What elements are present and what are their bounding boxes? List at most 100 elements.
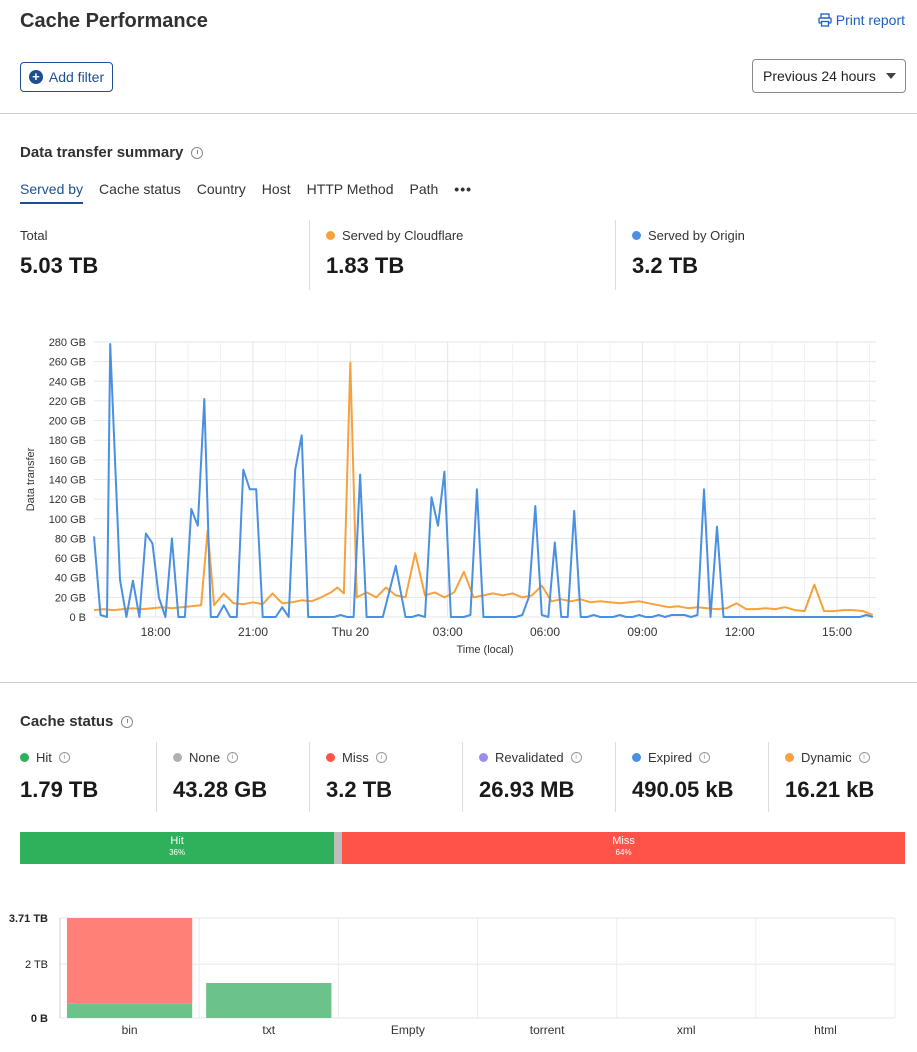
page-title: Cache Performance bbox=[20, 10, 208, 32]
y-tick-label: 260 GB bbox=[49, 357, 86, 369]
stat-divider bbox=[615, 220, 616, 290]
x-tick-label: torrent bbox=[530, 1023, 565, 1037]
add-filter-button[interactable]: + Add filter bbox=[20, 62, 113, 92]
printer-icon bbox=[818, 13, 832, 27]
stat-divider bbox=[615, 742, 616, 812]
time-range-select[interactable]: Previous 24 hours bbox=[752, 59, 906, 93]
stat-divider bbox=[309, 742, 310, 812]
print-report-label: Print report bbox=[835, 12, 905, 28]
x-tick-label: Thu 20 bbox=[332, 625, 370, 639]
x-tick-label: 15:00 bbox=[822, 625, 852, 639]
x-tick-label: html bbox=[814, 1023, 837, 1037]
y-tick-label: 120 GB bbox=[49, 494, 86, 506]
legend-dot-icon bbox=[632, 753, 641, 762]
stat-value: 1.79 TB bbox=[20, 777, 99, 802]
series-line-cloudflare bbox=[93, 361, 874, 616]
x-tick-label: 09:00 bbox=[627, 625, 657, 639]
info-icon[interactable]: i bbox=[375, 752, 387, 763]
cache-title: Cache status bbox=[20, 713, 114, 730]
legend-dot-icon bbox=[326, 753, 335, 762]
y-axis-label: Data transfer bbox=[25, 447, 37, 511]
x-tick-label: 03:00 bbox=[433, 625, 463, 639]
stat-value: 5.03 TB bbox=[20, 253, 99, 278]
divider bbox=[0, 682, 917, 683]
add-filter-label: Add filter bbox=[48, 69, 105, 85]
y-tick-label: 80 GB bbox=[55, 533, 86, 545]
cache-bar-segment-hit[interactable]: Hit 36% bbox=[20, 832, 335, 864]
print-report-link[interactable]: Print report bbox=[818, 12, 905, 28]
transfer-title: Data transfer summary bbox=[20, 144, 184, 161]
info-icon[interactable]: i bbox=[858, 752, 870, 763]
cache-stat-dynamic: Dynamic i 16.21 kB bbox=[785, 750, 874, 803]
stat-label: Served by Cloudflare bbox=[342, 228, 464, 243]
stat-label: Served by Origin bbox=[648, 228, 745, 243]
caret-down-icon bbox=[886, 73, 896, 79]
stat-divider bbox=[462, 742, 463, 812]
stat-served-by-cloudflare: Served by Cloudflare 1.83 TB bbox=[326, 228, 463, 279]
y-tick-label: 0 B bbox=[69, 612, 86, 624]
x-axis-label: Time (local) bbox=[456, 644, 513, 656]
y-tick-label: 200 GB bbox=[49, 416, 86, 428]
legend-dot-icon bbox=[326, 231, 335, 240]
stat-label: None bbox=[189, 750, 221, 765]
y-tick-label: 2 TB bbox=[25, 959, 48, 971]
stat-divider bbox=[309, 220, 310, 290]
stat-divider bbox=[156, 742, 157, 812]
legend-dot-icon bbox=[785, 753, 794, 762]
more-horizontal-icon[interactable]: ••• bbox=[454, 181, 473, 197]
stat-value: 1.83 TB bbox=[326, 253, 405, 278]
x-tick-label: txt bbox=[262, 1023, 275, 1037]
stat-value: 3.2 TB bbox=[632, 253, 699, 278]
clock-icon bbox=[121, 715, 134, 728]
y-tick-label: 180 GB bbox=[49, 435, 86, 447]
tab-served-by[interactable]: Served by bbox=[20, 181, 84, 204]
stat-label: Miss bbox=[342, 750, 369, 765]
cache-bar-segment-other[interactable] bbox=[334, 832, 343, 864]
cache-stat-hit: Hit i 1.79 TB bbox=[20, 750, 98, 803]
tab-country[interactable]: Country bbox=[196, 181, 246, 197]
legend-dot-icon bbox=[632, 231, 641, 240]
y-tick-label: 40 GB bbox=[55, 573, 86, 585]
stat-value: 490.05 kB bbox=[632, 777, 734, 802]
cache-stat-none: None i 43.28 GB bbox=[173, 750, 267, 803]
tab-http-method[interactable]: HTTP Method bbox=[306, 181, 394, 197]
y-tick-label: 160 GB bbox=[49, 455, 86, 467]
info-icon[interactable]: i bbox=[570, 752, 582, 763]
stat-label: Total bbox=[20, 228, 48, 243]
y-tick-label: 20 GB bbox=[55, 592, 86, 604]
tab-host[interactable]: Host bbox=[261, 181, 291, 197]
stat-total: Total 5.03 TB bbox=[20, 228, 98, 279]
series-line-origin bbox=[93, 343, 874, 618]
bar-txt-hit bbox=[206, 982, 332, 1018]
x-tick-label: 06:00 bbox=[530, 625, 560, 639]
time-range-value: Previous 24 hours bbox=[763, 68, 876, 84]
stat-label: Expired bbox=[648, 750, 693, 765]
y-tick-label: 0 B bbox=[31, 1013, 48, 1025]
tab-path[interactable]: Path bbox=[409, 181, 439, 197]
stat-served-by-origin: Served by Origin 3.2 TB bbox=[632, 228, 745, 279]
stat-label: Dynamic bbox=[801, 750, 852, 765]
tab-cache-status[interactable]: Cache status bbox=[99, 181, 181, 197]
x-tick-label: xml bbox=[677, 1023, 696, 1037]
stat-value: 26.93 MB bbox=[479, 777, 575, 802]
y-tick-label: 140 GB bbox=[49, 475, 86, 487]
y-tick-label: 220 GB bbox=[49, 396, 86, 408]
transfer-tabs: Served by Cache status Country Host HTTP… bbox=[20, 181, 472, 204]
cache-stat-miss: Miss i 3.2 TB bbox=[326, 750, 392, 803]
stat-label: Hit bbox=[36, 750, 52, 765]
info-icon[interactable]: i bbox=[58, 752, 70, 763]
x-tick-label: 12:00 bbox=[725, 625, 755, 639]
stat-value: 3.2 TB bbox=[326, 777, 393, 802]
y-tick-label: 60 GB bbox=[55, 553, 86, 565]
segment-percent: 64% bbox=[615, 848, 632, 857]
clock-icon bbox=[191, 146, 204, 159]
divider bbox=[0, 113, 917, 114]
cache-bar-segment-miss[interactable]: Miss 64% bbox=[342, 832, 905, 864]
transfer-section-title: Data transfer summary bbox=[20, 144, 204, 161]
x-tick-label: 18:00 bbox=[141, 625, 171, 639]
info-icon[interactable]: i bbox=[699, 752, 711, 763]
x-tick-label: Empty bbox=[391, 1023, 425, 1037]
content-type-bar-chart: 0 B 2 TB 3.71 TB bin txt Empty torrent xml html bbox=[9, 913, 896, 1037]
legend-dot-icon bbox=[173, 753, 182, 762]
info-icon[interactable]: i bbox=[227, 752, 239, 763]
